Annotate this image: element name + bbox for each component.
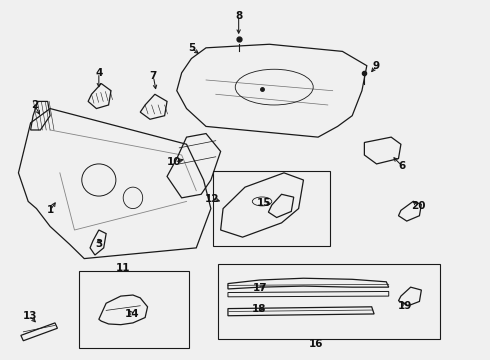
Text: 2: 2 — [31, 100, 38, 110]
Text: 15: 15 — [257, 198, 272, 208]
Text: 6: 6 — [398, 161, 406, 171]
Text: 12: 12 — [205, 194, 219, 203]
Text: 17: 17 — [253, 283, 268, 293]
Text: 14: 14 — [124, 309, 139, 319]
Text: 18: 18 — [251, 304, 266, 314]
Text: 9: 9 — [373, 61, 380, 71]
Text: 16: 16 — [308, 339, 323, 348]
Text: 3: 3 — [95, 239, 102, 249]
Text: 4: 4 — [95, 68, 102, 78]
Bar — [79, 271, 189, 348]
Text: 13: 13 — [23, 311, 37, 321]
Text: 10: 10 — [167, 157, 182, 167]
Text: 8: 8 — [235, 11, 242, 21]
Bar — [213, 171, 330, 246]
Text: 5: 5 — [188, 43, 195, 53]
Text: 11: 11 — [116, 262, 130, 273]
Text: 20: 20 — [411, 201, 425, 211]
Text: 19: 19 — [397, 301, 412, 311]
Text: 1: 1 — [47, 205, 54, 215]
Bar — [218, 264, 440, 339]
Text: 7: 7 — [150, 71, 157, 81]
